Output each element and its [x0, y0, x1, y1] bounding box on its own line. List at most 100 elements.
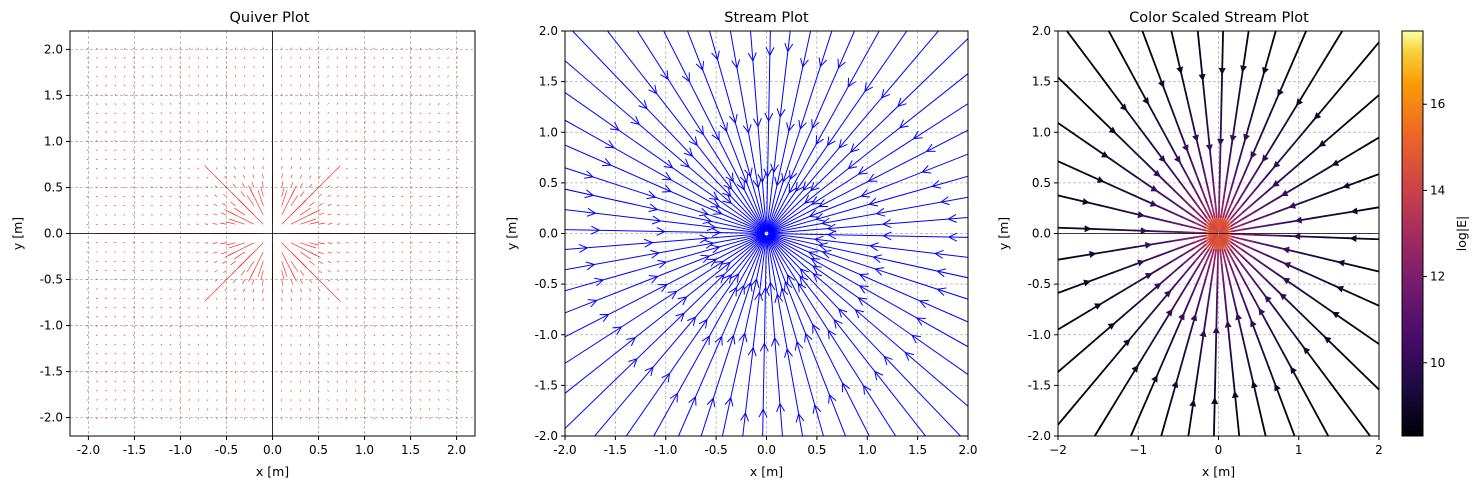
streamline-segment	[1113, 39, 1123, 57]
quiver-arrow	[240, 270, 246, 276]
streamline-segment	[1192, 234, 1207, 239]
streamline-segment	[1199, 54, 1203, 71]
x-tick-label: -1.0	[169, 443, 192, 457]
quiver-arrow	[105, 352, 107, 355]
quiver-arrow	[132, 177, 135, 179]
quiver-arrow	[447, 149, 450, 151]
quiver-arrow	[248, 251, 264, 282]
quiver-arrow	[401, 195, 404, 197]
quiver-arrow	[197, 408, 200, 411]
quiver-arrow	[207, 47, 209, 50]
quiver-arrow	[364, 66, 366, 68]
streamline-segment	[1288, 161, 1303, 173]
quiver-arrow	[391, 352, 394, 355]
streamline-segment	[1212, 186, 1217, 204]
streamline-arrowhead	[799, 268, 810, 278]
quiver-arrow	[123, 103, 126, 105]
streamline-arrowhead	[1294, 216, 1303, 224]
quiver-arrow	[105, 140, 107, 142]
streamline-segment	[1122, 246, 1137, 250]
quiver-arrow	[151, 371, 154, 374]
streamline-segment	[1144, 337, 1156, 354]
quiver-arrow	[178, 306, 181, 309]
streamline-segment	[1111, 248, 1125, 252]
streamline-arrowhead	[770, 336, 780, 347]
quiver-arrow	[86, 297, 89, 299]
quiver-arrow	[364, 158, 367, 161]
quiver-arrow	[105, 47, 108, 50]
quiver-arrow	[410, 56, 412, 59]
streamline-arrowhead	[794, 340, 804, 351]
quiver-arrow	[419, 398, 422, 401]
quiver-arrow	[216, 417, 218, 420]
quiver-arrow	[215, 185, 218, 188]
quiver-arrow	[197, 288, 200, 291]
quiver-arrow	[382, 140, 385, 142]
streamline-arrowhead	[795, 182, 804, 192]
quiver-arrow	[212, 223, 218, 225]
quiver-arrow	[391, 103, 394, 105]
quiver-arrow	[410, 140, 413, 142]
quiver-arrow	[382, 371, 385, 374]
quiver-arrow	[169, 130, 172, 133]
streamline-segment	[1312, 324, 1326, 338]
quiver-arrow	[318, 158, 320, 161]
quiver-arrow	[428, 417, 431, 420]
streamline-arrowhead	[904, 351, 915, 361]
streamline-arrowhead	[660, 70, 669, 81]
streamline-segment	[1181, 197, 1195, 211]
quiver-arrow	[447, 398, 449, 401]
quiver-arrow	[318, 193, 322, 197]
streamline	[762, 235, 767, 436]
streamline	[565, 233, 765, 251]
quiver-arrow	[114, 371, 117, 373]
quiver-arrow	[336, 343, 339, 346]
quiver-arrow	[438, 362, 440, 364]
quiver-arrow	[364, 102, 366, 105]
streamline-arrowhead	[707, 258, 718, 267]
stream-title: Stream Plot	[724, 10, 809, 26]
streamline-segment	[1350, 410, 1364, 428]
quiver-arrow	[345, 186, 348, 188]
streamline-segment	[1099, 410, 1111, 428]
quiver-arrow	[207, 66, 209, 68]
quiver-arrow	[355, 186, 358, 188]
quiver-arrow	[456, 408, 459, 410]
quiver-arrow	[373, 93, 376, 96]
streamline-segment	[1158, 174, 1172, 188]
quiver-arrow	[364, 205, 367, 207]
streamline-arrowhead	[644, 366, 654, 376]
quiver-arrow	[225, 84, 227, 87]
y-tick-label: -2.0	[535, 429, 558, 443]
quiver-arrow	[133, 56, 135, 59]
quiver-arrow	[447, 371, 450, 373]
quiver-arrow	[114, 103, 117, 105]
quiver-arrow	[309, 307, 311, 310]
x-tick-label: -0.5	[704, 443, 727, 457]
quiver-arrow	[419, 417, 422, 420]
streamline-segment	[1314, 410, 1324, 428]
quiver-arrow	[364, 112, 366, 115]
streamline-segment	[1227, 201, 1239, 219]
quiver-arrow	[327, 194, 331, 197]
quiver-arrow	[345, 56, 348, 59]
quiver-arrow	[345, 353, 348, 355]
quiver-arrow	[151, 121, 154, 124]
quiver-arrow	[299, 166, 302, 170]
streamline-segment	[1265, 279, 1279, 293]
quiver-arrow	[142, 352, 144, 355]
quiver-arrow	[428, 343, 431, 346]
quiver-arrow	[225, 75, 227, 78]
y-tick-label: -1.5	[535, 378, 558, 392]
quiver-arrow	[336, 75, 338, 78]
quiver-arrow	[216, 389, 218, 392]
quiver-arrow	[197, 84, 200, 87]
streamline-segment	[1088, 373, 1102, 389]
quiver-arrow	[123, 352, 126, 355]
streamline-arrowhead	[648, 84, 658, 95]
quiver-arrow	[438, 371, 440, 373]
streamline-segment	[1206, 293, 1211, 310]
quiver-arrow	[327, 112, 329, 114]
streamline-segment	[1277, 206, 1291, 213]
y-tick-label: 1.5	[1032, 75, 1051, 89]
